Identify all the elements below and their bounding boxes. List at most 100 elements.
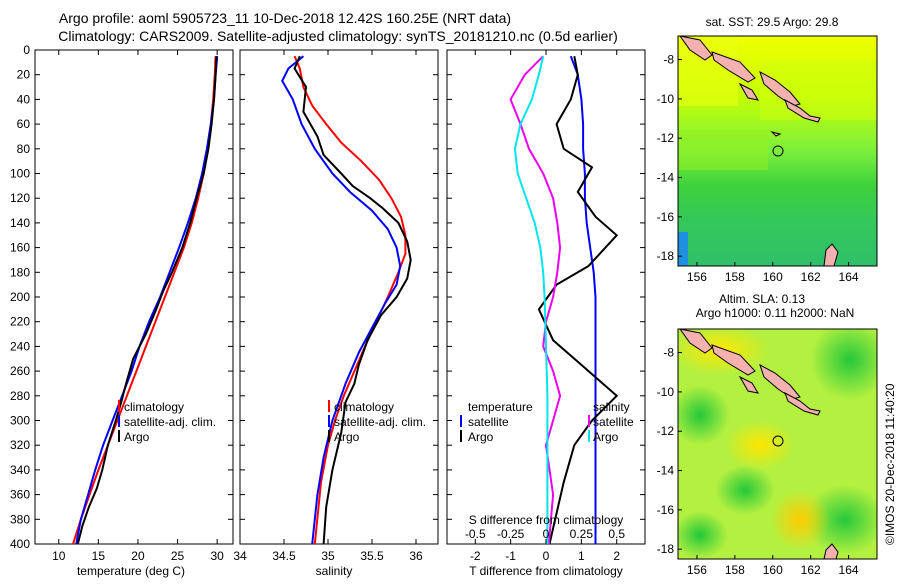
depth-tick-label: 240 — [10, 339, 30, 353]
legend-satellite-adj: satellite-adj. clim. — [334, 415, 426, 429]
series-line-salinity-climatology — [513, 55, 549, 544]
depth-tick-label: 160 — [10, 241, 30, 255]
map-x-tick-label: 158 — [725, 270, 745, 284]
map-y-tick-label: -14 — [657, 464, 675, 478]
map-x-tick-label: 160 — [763, 563, 783, 577]
depth-tick-label: 300 — [10, 414, 30, 428]
legend-t-satellite: satellite — [468, 415, 509, 429]
s-tick-label: -0.5 — [465, 527, 486, 541]
difference-xlabel: T difference from climatology — [469, 564, 623, 578]
depth-tick-label: 100 — [10, 167, 30, 181]
map-y-tick-label: -18 — [657, 249, 675, 263]
difference-panel — [446, 49, 646, 545]
temperature-legend: climatology satellite-adj. clim. Argo — [118, 400, 216, 444]
legend-argo: Argo — [124, 430, 150, 444]
x-tick-label: 35 — [321, 549, 335, 563]
map-y-tick-label: -10 — [657, 385, 675, 399]
x-tick-label: 2 — [613, 549, 620, 563]
x-axes: 10 15 20 25 30 34 34.5 35 35.5 36 -2 -1 0 1 2 -0.5 -0.25… — [52, 50, 625, 563]
depth-tick-label: 140 — [10, 216, 30, 230]
salinity-legend: climatology satellite-adj. clim. Argo — [328, 400, 426, 444]
map-y-tick-label: -8 — [663, 346, 674, 360]
depth-tick-label: 0 — [23, 43, 30, 57]
x-tick-label: 0 — [543, 549, 550, 563]
sst-map-frame — [677, 35, 878, 267]
sla-map-frame — [677, 328, 878, 560]
s-difference-label: S difference from climatology — [469, 513, 624, 527]
legend-s-argo: Argo — [593, 430, 619, 444]
figure-title-line1: Argo profile: aoml 5905723_11 10-Dec-201… — [59, 10, 511, 26]
depth-tick-label: 340 — [10, 463, 30, 477]
legend-temperature-title: temperature — [468, 400, 533, 414]
s-tick-label: 0.25 — [570, 527, 594, 541]
series-line-satellite-adj-clim- — [281, 55, 402, 544]
depth-tick-label: 320 — [10, 438, 30, 452]
sst-map — [678, 36, 877, 266]
x-tick-label: 20 — [131, 549, 145, 563]
salinity-panel — [239, 49, 439, 545]
map-x-tick-label: 162 — [801, 563, 821, 577]
map-y-tick-label: -8 — [663, 53, 674, 67]
sst-map-title: sat. SST: 29.5 Argo: 29.8 — [706, 15, 839, 29]
x-tick-label: 30 — [210, 549, 224, 563]
salinity-lines — [281, 55, 412, 544]
map-x-tick-label: 164 — [839, 270, 859, 284]
temperature-xlabel: temperature (deg C) — [77, 564, 185, 578]
map-y-tick-label: -12 — [657, 424, 675, 438]
x-tick-label: 10 — [52, 549, 66, 563]
land-islands — [679, 329, 839, 559]
legend-argo: Argo — [334, 430, 360, 444]
depth-tick-label: 380 — [10, 512, 30, 526]
legend-satellite-adj: satellite-adj. clim. — [124, 415, 216, 429]
figure-title-line2: Climatology: CARS2009. Satellite-adjuste… — [58, 28, 618, 44]
depth-tick-label: 20 — [17, 68, 31, 82]
depth-tick-label: 280 — [10, 389, 30, 403]
x-tick-label: 34.5 — [272, 549, 296, 563]
s-tick-label: 0 — [543, 527, 550, 541]
map-y-tick-label: -14 — [657, 171, 675, 185]
sla-map-title-line1: Altim. SLA: 0.13 — [719, 292, 805, 306]
map-x-tick-label: 158 — [725, 563, 745, 577]
map-y-tick-label: -12 — [657, 131, 675, 145]
depth-tick-label: 60 — [17, 117, 31, 131]
depth-tick-label: 180 — [10, 265, 30, 279]
legend-s-satellite: satellite — [593, 415, 634, 429]
series-line-argo — [293, 55, 412, 544]
depth-tick-label: 260 — [10, 364, 30, 378]
map-y-tick-label: -16 — [657, 503, 675, 517]
map-x-tick-label: 160 — [763, 270, 783, 284]
temperature-panel — [34, 49, 234, 545]
x-tick-label: 15 — [92, 549, 106, 563]
legend-climatology: climatology — [124, 400, 184, 414]
argo-position-marker — [772, 145, 784, 157]
map-x-tick-label: 156 — [687, 270, 707, 284]
legend-climatology: climatology — [334, 400, 394, 414]
x-tick-label: 36 — [409, 549, 423, 563]
map-y-tick-label: -16 — [657, 210, 675, 224]
s-tick-label: 0.5 — [608, 527, 625, 541]
imos-credit: ©IMOS 20-Dec-2018 11:40:20 — [883, 383, 897, 545]
depth-tick-label: 220 — [10, 315, 30, 329]
x-tick-label: -1 — [505, 549, 516, 563]
legend-salinity-title: salinity — [593, 400, 630, 414]
depth-tick-label: 200 — [10, 290, 30, 304]
depth-tick-label: 40 — [17, 92, 31, 106]
series-line-argo — [76, 56, 218, 544]
x-tick-label: 35.5 — [360, 549, 384, 563]
x-tick-label: 25 — [171, 549, 185, 563]
map-y-tick-label: -18 — [657, 542, 675, 556]
series-line-temperature-argo — [537, 56, 619, 544]
temperature-lines — [71, 56, 219, 544]
depth-tick-label: 400 — [10, 537, 30, 551]
x-tick-label: 1 — [578, 549, 585, 563]
map-y-tick-label: -10 — [657, 92, 675, 106]
depth-tick-label: 80 — [17, 142, 31, 156]
sla-map-title-line2: Argo h1000: 0.11 h2000: NaN — [696, 306, 855, 320]
depth-tick-label: 120 — [10, 191, 30, 205]
legend-t-argo: Argo — [468, 430, 494, 444]
depth-axis: 0 20 40 60 80 100 120 140 160 180 200 220 240 260 280 3… — [10, 43, 645, 551]
salinity-xlabel: salinity — [316, 564, 353, 578]
series-line-temperature-satellite — [569, 55, 597, 544]
difference-lines — [509, 55, 619, 544]
